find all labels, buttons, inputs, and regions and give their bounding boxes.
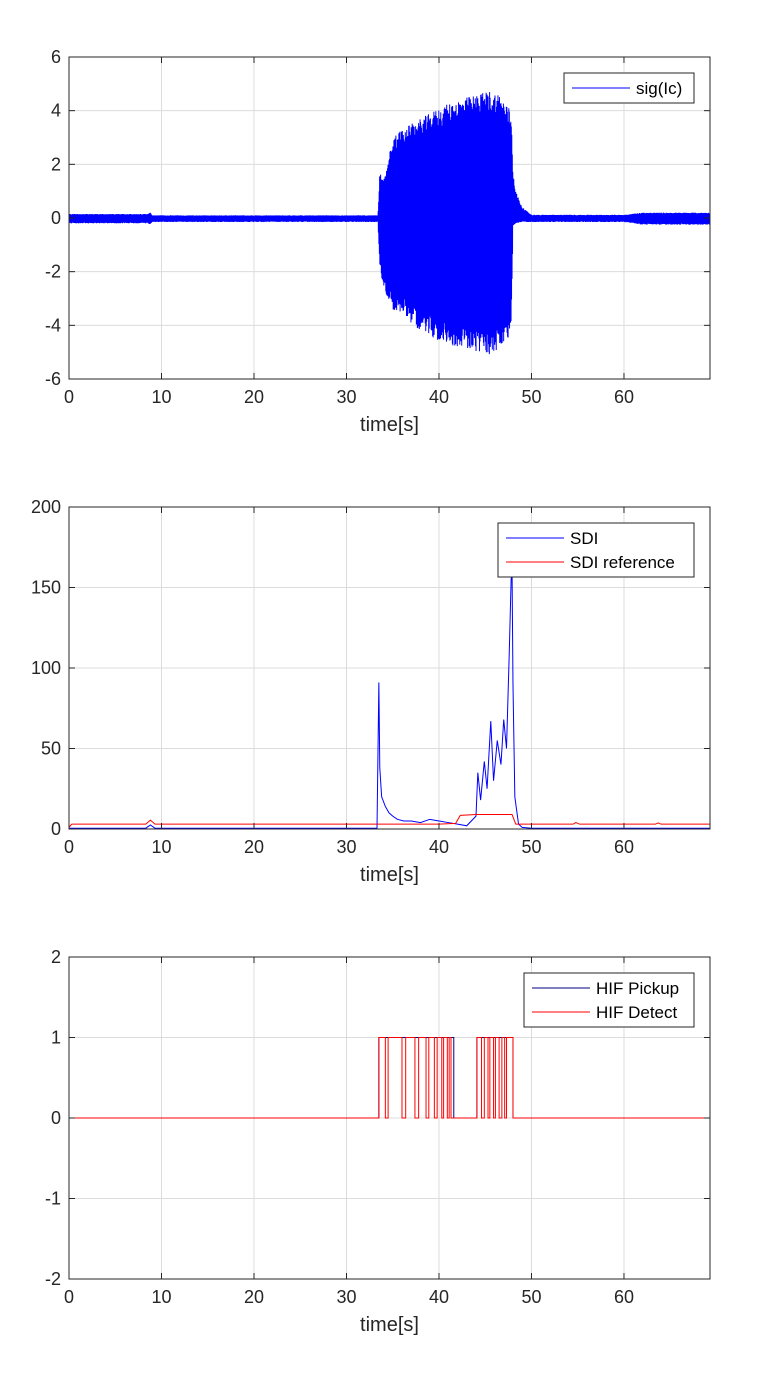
x-tick-label: 30 (336, 1287, 356, 1307)
y-tick-label: -2 (45, 1269, 61, 1289)
legend-label: sig(Ic) (636, 79, 682, 98)
y-tick-label: -2 (45, 262, 61, 282)
y-tick-label: 6 (51, 47, 61, 67)
x-tick-label: 60 (614, 1287, 634, 1307)
y-tick-label: 2 (51, 947, 61, 967)
y-tick-label: 4 (51, 101, 61, 121)
x-tick-label: 50 (521, 837, 541, 857)
x-tick-label: 0 (64, 837, 74, 857)
y-tick-label: 200 (31, 497, 61, 517)
legend-box (523, 972, 695, 1028)
y-tick-label: 100 (31, 658, 61, 678)
legend-label: SDI reference (570, 553, 675, 572)
y-tick-label: 2 (51, 154, 61, 174)
y-tick-label: 0 (51, 1108, 61, 1128)
x-tick-label: 50 (521, 1287, 541, 1307)
x-tick-label: 10 (151, 387, 171, 407)
legend-label: HIF Detect (596, 1003, 678, 1022)
legend: SDI SDI reference (497, 522, 695, 578)
x-tick-label: 30 (336, 837, 356, 857)
legend-label: SDI (570, 529, 598, 548)
y-tick-label: 150 (31, 578, 61, 598)
legend: HIF Pickup HIF Detect (523, 972, 695, 1028)
x-tick-label: 10 (151, 1287, 171, 1307)
series-line-1 (69, 92, 710, 355)
x-tick-label: 40 (429, 1287, 449, 1307)
x-tick-label: 20 (244, 837, 264, 857)
x-tick-label: 30 (336, 387, 356, 407)
x-tick-label: 40 (429, 837, 449, 857)
y-tick-label: 0 (51, 208, 61, 228)
chart-1: 0 10 20 30 40 50 60 -6 -4 -2 0 2 4 6 time[s] sig(Ic) (45, 47, 711, 436)
y-tick-label: 1 (51, 1028, 61, 1048)
series-group (69, 92, 710, 355)
x-tick-label: 60 (614, 837, 634, 857)
x-tick-label: 10 (151, 837, 171, 857)
legend: sig(Ic) (563, 72, 695, 104)
y-tick-label: 0 (51, 819, 61, 839)
x-axis-label: time[s] (360, 414, 419, 436)
x-tick-label: 0 (64, 387, 74, 407)
x-tick-label: 40 (429, 387, 449, 407)
y-tick-label: -6 (45, 369, 61, 389)
series-line-2 (69, 814, 710, 828)
y-tick-label: -4 (45, 315, 61, 335)
series-group (69, 1037, 710, 1119)
chart-2: 0 10 20 30 40 50 60 0 50 100 150 200 time[s] SDI SDI r… (31, 497, 711, 886)
x-tick-label: 0 (64, 1287, 74, 1307)
x-tick-label: 20 (244, 1287, 264, 1307)
x-tick-label: 20 (244, 387, 264, 407)
x-tick-label: 60 (614, 387, 634, 407)
y-tick-label: 50 (41, 739, 61, 759)
legend-box (497, 522, 695, 578)
x-axis-label: time[s] (360, 1314, 419, 1336)
x-axis-label: time[s] (360, 864, 419, 886)
x-tick-label: 50 (521, 387, 541, 407)
legend-label: HIF Pickup (596, 979, 679, 998)
series-line-2 (69, 1037, 710, 1119)
y-tick-label: -1 (45, 1189, 61, 1209)
